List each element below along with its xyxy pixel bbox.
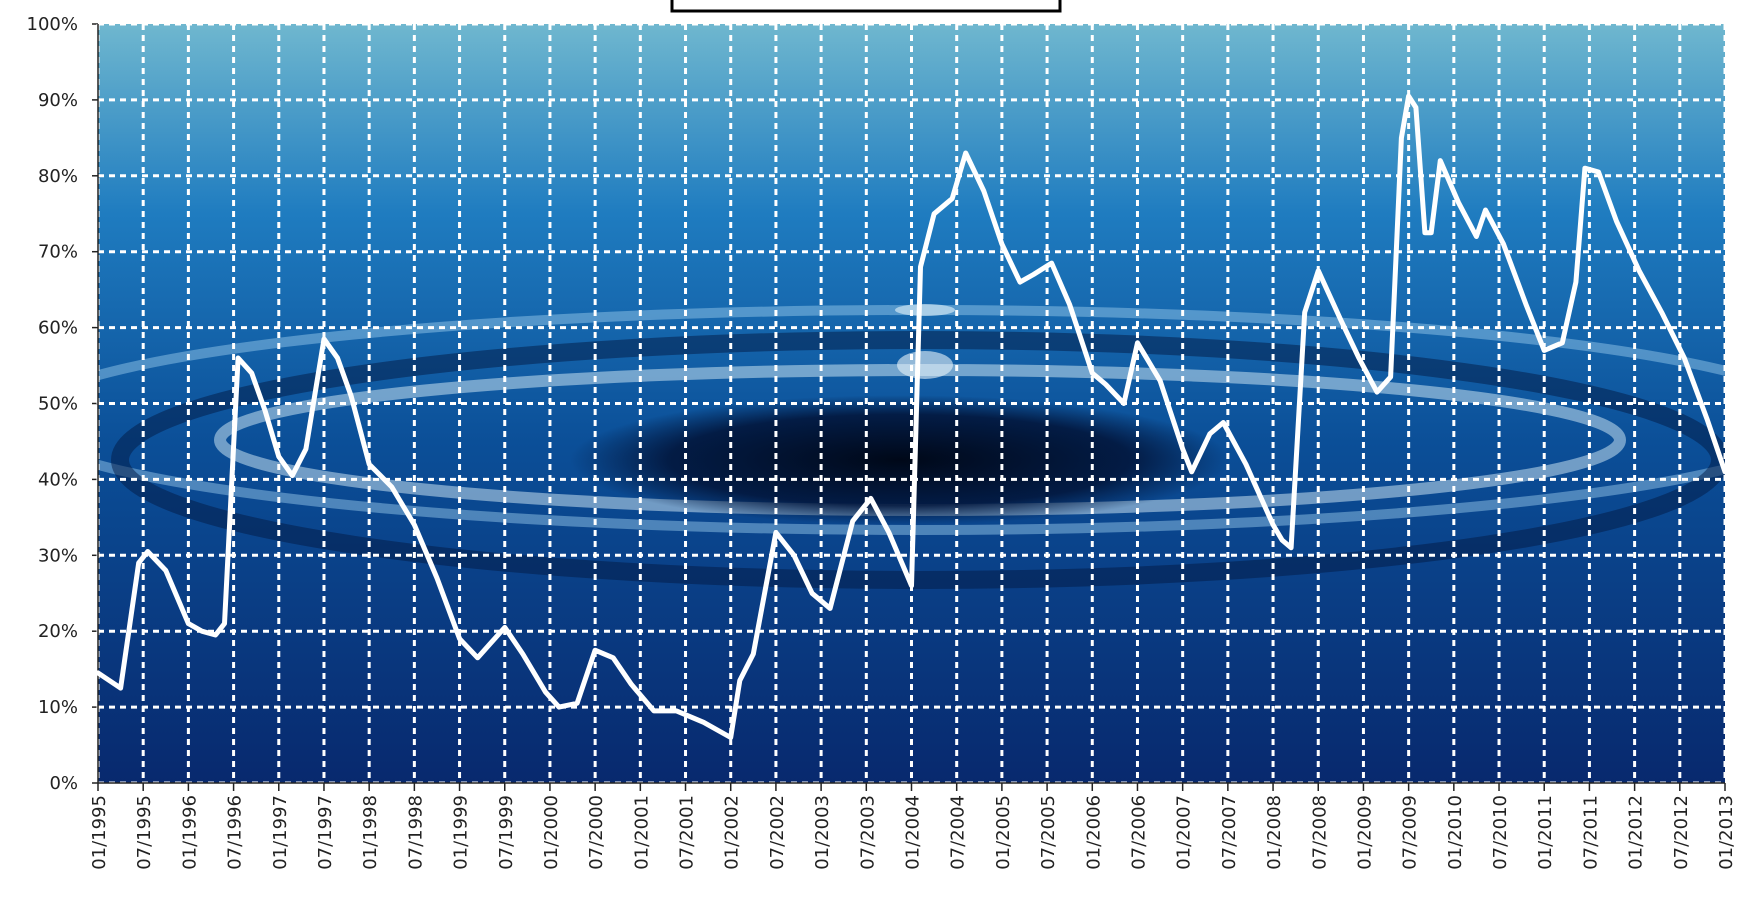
x-tick-label: 07/1999 bbox=[496, 795, 517, 870]
y-tick-label: 70% bbox=[38, 242, 78, 263]
y-tick-label: 80% bbox=[38, 166, 78, 187]
x-tick-label: 01/1997 bbox=[270, 795, 291, 870]
x-tick-label: 07/2012 bbox=[1671, 795, 1692, 870]
x-tick-label: 01/2003 bbox=[812, 795, 833, 870]
y-tick-label: 20% bbox=[38, 621, 78, 642]
x-tick-label: 07/2007 bbox=[1219, 795, 1240, 870]
x-tick-label: 01/2006 bbox=[1083, 795, 1104, 870]
y-tick-label: 10% bbox=[38, 697, 78, 718]
x-tick-label: 07/2008 bbox=[1309, 795, 1330, 870]
y-tick-label: 100% bbox=[27, 14, 78, 35]
x-tick-label: 01/2008 bbox=[1264, 795, 1285, 870]
y-tick-label: 60% bbox=[38, 318, 78, 339]
x-tick-label: 07/2002 bbox=[767, 795, 788, 870]
x-tick-label: 01/2005 bbox=[993, 795, 1014, 870]
x-tick-label: 07/2010 bbox=[1490, 795, 1511, 870]
x-tick-label: 07/2009 bbox=[1400, 795, 1421, 870]
x-tick-label: 07/1997 bbox=[315, 795, 336, 870]
x-tick-label: 07/1996 bbox=[225, 795, 246, 870]
x-tick-label: 01/2012 bbox=[1626, 795, 1647, 870]
x-tick-label: 07/2006 bbox=[1128, 795, 1149, 870]
x-tick-label: 07/2005 bbox=[1038, 795, 1059, 870]
x-tick-label: 01/2002 bbox=[722, 795, 743, 870]
x-tick-label: 01/1995 bbox=[89, 795, 110, 870]
marks bbox=[95, 93, 1728, 740]
x-tick-label: 01/2011 bbox=[1535, 795, 1556, 870]
x-tick-label: 01/2001 bbox=[631, 795, 652, 870]
x-tick-label: 01/2004 bbox=[903, 795, 924, 870]
x-tick-label: 07/2000 bbox=[586, 795, 607, 870]
x-tick-label: 07/2011 bbox=[1580, 795, 1601, 870]
x-tick-label: 01/2007 bbox=[1174, 795, 1195, 870]
y-tick-label: 0% bbox=[49, 773, 78, 794]
y-tick-label: 40% bbox=[38, 469, 78, 490]
x-tick-label: 01/2009 bbox=[1354, 795, 1375, 870]
x-tick-label: 01/2010 bbox=[1445, 795, 1466, 870]
title-box bbox=[670, 0, 1062, 13]
labels: 0% 10% 20% 30% 40% 50% 60% 70% 80% 90% 100% 01/1995… bbox=[27, 14, 1737, 870]
x-tick-label: 01/1996 bbox=[179, 795, 200, 870]
x-tick-label: 07/2003 bbox=[857, 795, 878, 870]
x-tick-label: 01/2013 bbox=[1716, 795, 1737, 870]
y-tick-label: 90% bbox=[38, 90, 78, 111]
data-line bbox=[95, 93, 1728, 740]
y-tick-label: 30% bbox=[38, 545, 78, 566]
x-tick-label: 07/1998 bbox=[405, 795, 426, 870]
x-tick-label: 07/1995 bbox=[134, 795, 155, 870]
x-tick-label: 01/2000 bbox=[541, 795, 562, 870]
x-tick-label: 07/2004 bbox=[948, 795, 969, 870]
x-tick-label: 01/1999 bbox=[451, 795, 472, 870]
x-tick-label: 01/1998 bbox=[360, 795, 381, 870]
x-tick-label: 07/2001 bbox=[677, 795, 698, 870]
grid bbox=[92, 22, 1727, 791]
y-tick-label: 50% bbox=[38, 394, 78, 415]
